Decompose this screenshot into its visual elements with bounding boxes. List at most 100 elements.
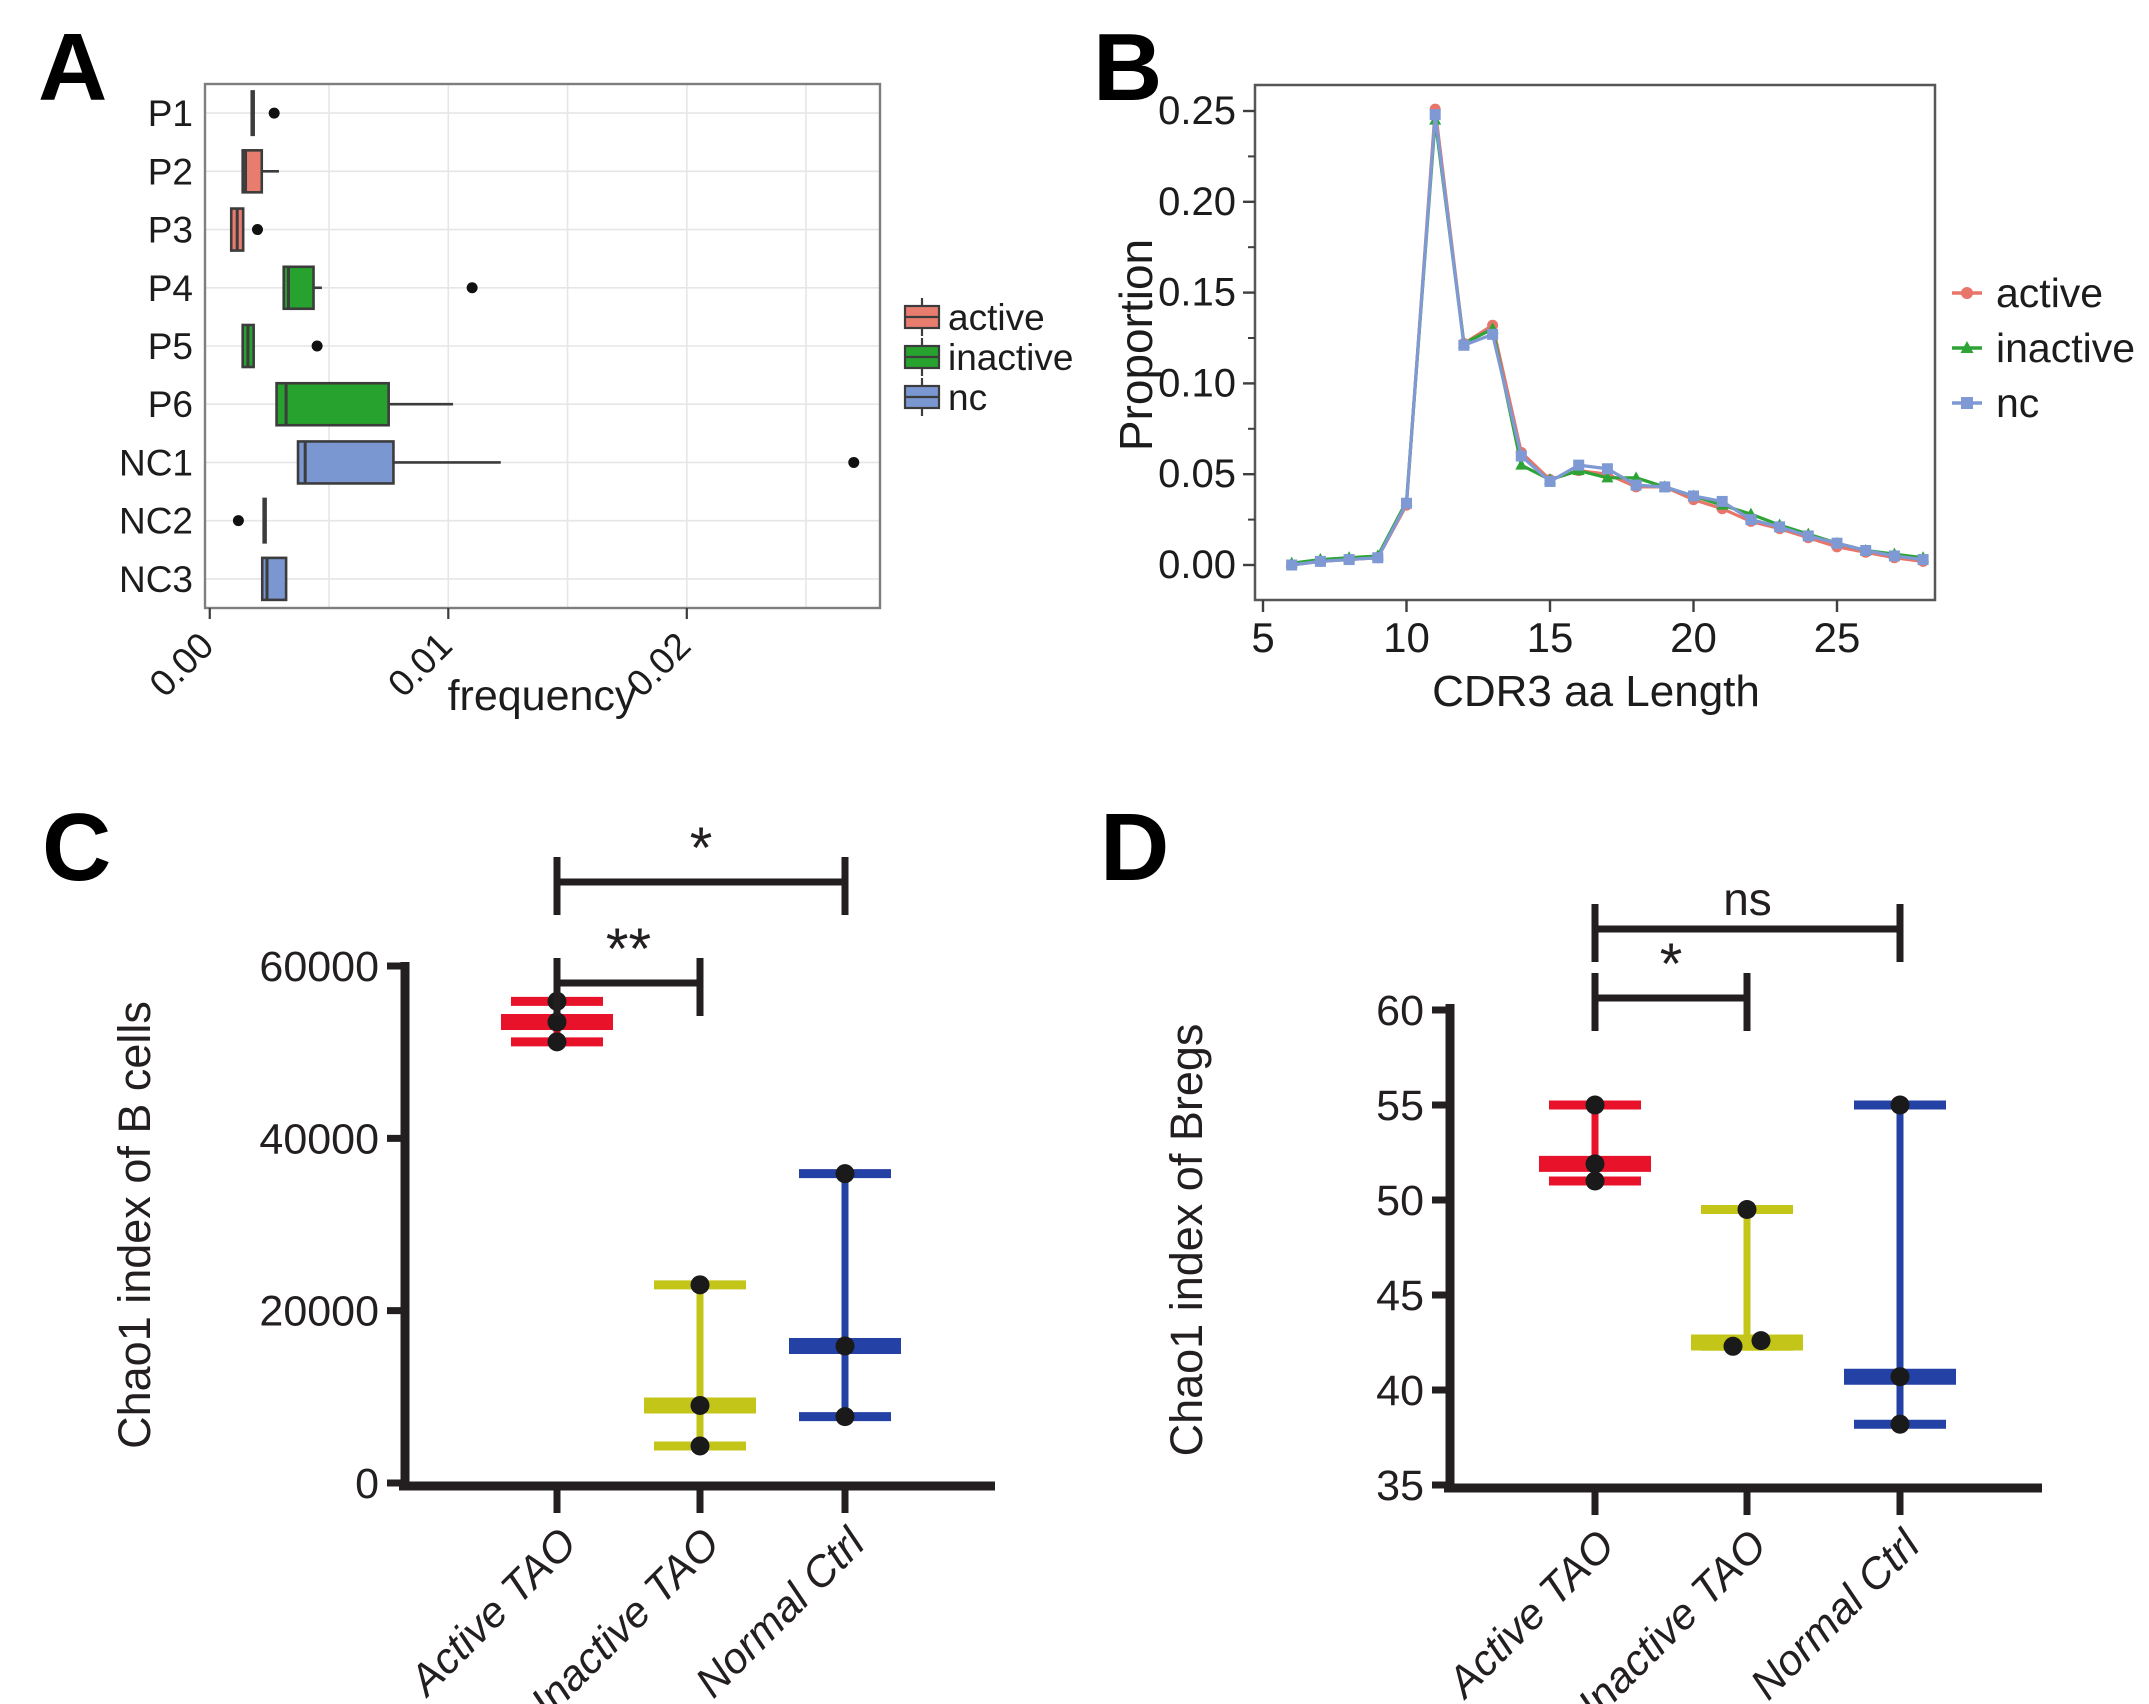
x-tick-label: 10: [1383, 614, 1430, 661]
marker-triangle: [1601, 471, 1614, 483]
panel-b-label: B: [1093, 14, 1163, 121]
marker-square: [1544, 475, 1556, 487]
marker-triangle: [1515, 458, 1528, 470]
x-tick-label-group: Normal Ctrl: [1741, 1520, 1930, 1704]
y-tick-label: 0.00: [1158, 543, 1236, 587]
y-tick-label: 60000: [259, 943, 379, 991]
x-tick-label-group: 0.00: [142, 625, 222, 705]
y-tick-label: 60: [1376, 987, 1424, 1035]
y-tick-label: 0.05: [1158, 452, 1236, 496]
legend-label: nc: [948, 377, 987, 418]
y-tick-label: 0.10: [1158, 361, 1236, 405]
marker-square: [1401, 497, 1412, 509]
panel-c-label: C: [42, 794, 112, 901]
box-NC1: [296, 440, 395, 485]
legend-label: active: [948, 297, 1045, 338]
marker-square: [1917, 554, 1929, 566]
x-axis-title: frequency: [448, 672, 637, 720]
legend-label: inactive: [948, 337, 1073, 378]
marker-square: [1314, 555, 1326, 567]
category-label: P5: [148, 326, 193, 367]
y-axis-title: Chao1 index of Bregs: [1161, 1024, 1212, 1457]
marker-square: [1429, 109, 1441, 121]
y-tick-label: 40000: [259, 1115, 379, 1163]
y-tick-label: 45: [1376, 1272, 1424, 1320]
data-dot: [835, 1407, 855, 1427]
data-dot: [1585, 1171, 1605, 1191]
data-dot: [547, 1012, 567, 1032]
box-P6: [275, 381, 390, 427]
marker-square: [1860, 544, 1872, 556]
legend-label: nc: [1996, 380, 2039, 426]
x-tick-label: 0.00: [142, 625, 222, 705]
legend-marker-circle: [1961, 287, 1973, 299]
y-tick-label: 0.20: [1158, 180, 1236, 224]
y-axis-title: Chao1 index of B cells: [109, 1001, 160, 1449]
marker-square: [1831, 537, 1843, 549]
data-dot: [1751, 1331, 1771, 1351]
y-tick-label: 0.25: [1158, 89, 1236, 133]
significance-label: **: [606, 917, 651, 982]
panel-a-label: A: [38, 14, 108, 121]
marker-square: [1774, 521, 1786, 533]
y-axis-title: Proportion: [1110, 239, 1162, 451]
marker-square: [1372, 552, 1384, 564]
legend-label: inactive: [1996, 325, 2135, 371]
outlier-dot: [311, 340, 323, 352]
y-tick-label: 0: [355, 1460, 379, 1508]
data-dot: [690, 1275, 710, 1295]
y-axis-title-group: Chao1 index of B cells: [109, 1001, 160, 1449]
y-tick-label: 55: [1376, 1082, 1424, 1130]
marker-square: [1515, 450, 1527, 462]
outlier-dot: [466, 282, 478, 294]
data-dot: [547, 1032, 567, 1052]
category-label: P2: [148, 151, 193, 192]
marker-square: [1688, 490, 1699, 502]
data-dot: [1890, 1367, 1910, 1387]
x-tick-label: 15: [1527, 614, 1574, 661]
panel-a-boxplot-chart: 0.00 0.01 0.02frequencyP1P2P3P4P5P6NC1NC2N…: [119, 82, 1073, 720]
data-dot: [1585, 1095, 1605, 1115]
data-dot: [1585, 1154, 1605, 1174]
plot-border: [203, 82, 882, 610]
data-dot: [690, 1436, 710, 1456]
y-tick-label: 35: [1376, 1462, 1424, 1510]
legend-marker-triangle: [1960, 341, 1974, 353]
outlier-dot: [251, 224, 263, 236]
significance-label: *: [690, 816, 713, 881]
group-label: Normal Ctrl: [1741, 1520, 1930, 1704]
outlier-dot: [232, 515, 244, 527]
legend-label: active: [1996, 270, 2103, 316]
category-label: NC2: [119, 501, 193, 542]
category-label: P4: [148, 268, 193, 309]
marker-triangle: [1630, 471, 1643, 483]
y-axis-title-group: Proportion: [1110, 239, 1162, 451]
data-dot: [835, 1164, 855, 1184]
x-axis-title: CDR3 aa Length: [1432, 667, 1760, 716]
marker-square: [1343, 554, 1355, 566]
category-label: P3: [148, 210, 193, 251]
category-label: P1: [148, 93, 193, 134]
x-tick-label: 20: [1670, 614, 1717, 661]
data-dot: [690, 1395, 710, 1415]
marker-square: [1573, 459, 1585, 471]
panel-d-label: D: [1100, 794, 1170, 901]
y-axis-title-group: Chao1 index of Bregs: [1161, 1024, 1212, 1457]
marker-square: [1745, 514, 1757, 526]
x-tick-label: 5: [1251, 614, 1274, 661]
legend-marker-square: [1961, 397, 1973, 409]
data-dot: [835, 1336, 855, 1356]
y-tick-label: 0.15: [1158, 271, 1236, 315]
plot-border: [1253, 83, 1937, 602]
outlier-dot: [848, 456, 860, 468]
marker-square: [1659, 481, 1671, 493]
data-dot: [1890, 1095, 1910, 1115]
marker-square: [1458, 339, 1470, 351]
y-tick-label: 20000: [259, 1288, 379, 1336]
box-P2: [241, 149, 264, 194]
outlier-dot: [268, 107, 280, 119]
significance-label: ns: [1723, 873, 1772, 925]
